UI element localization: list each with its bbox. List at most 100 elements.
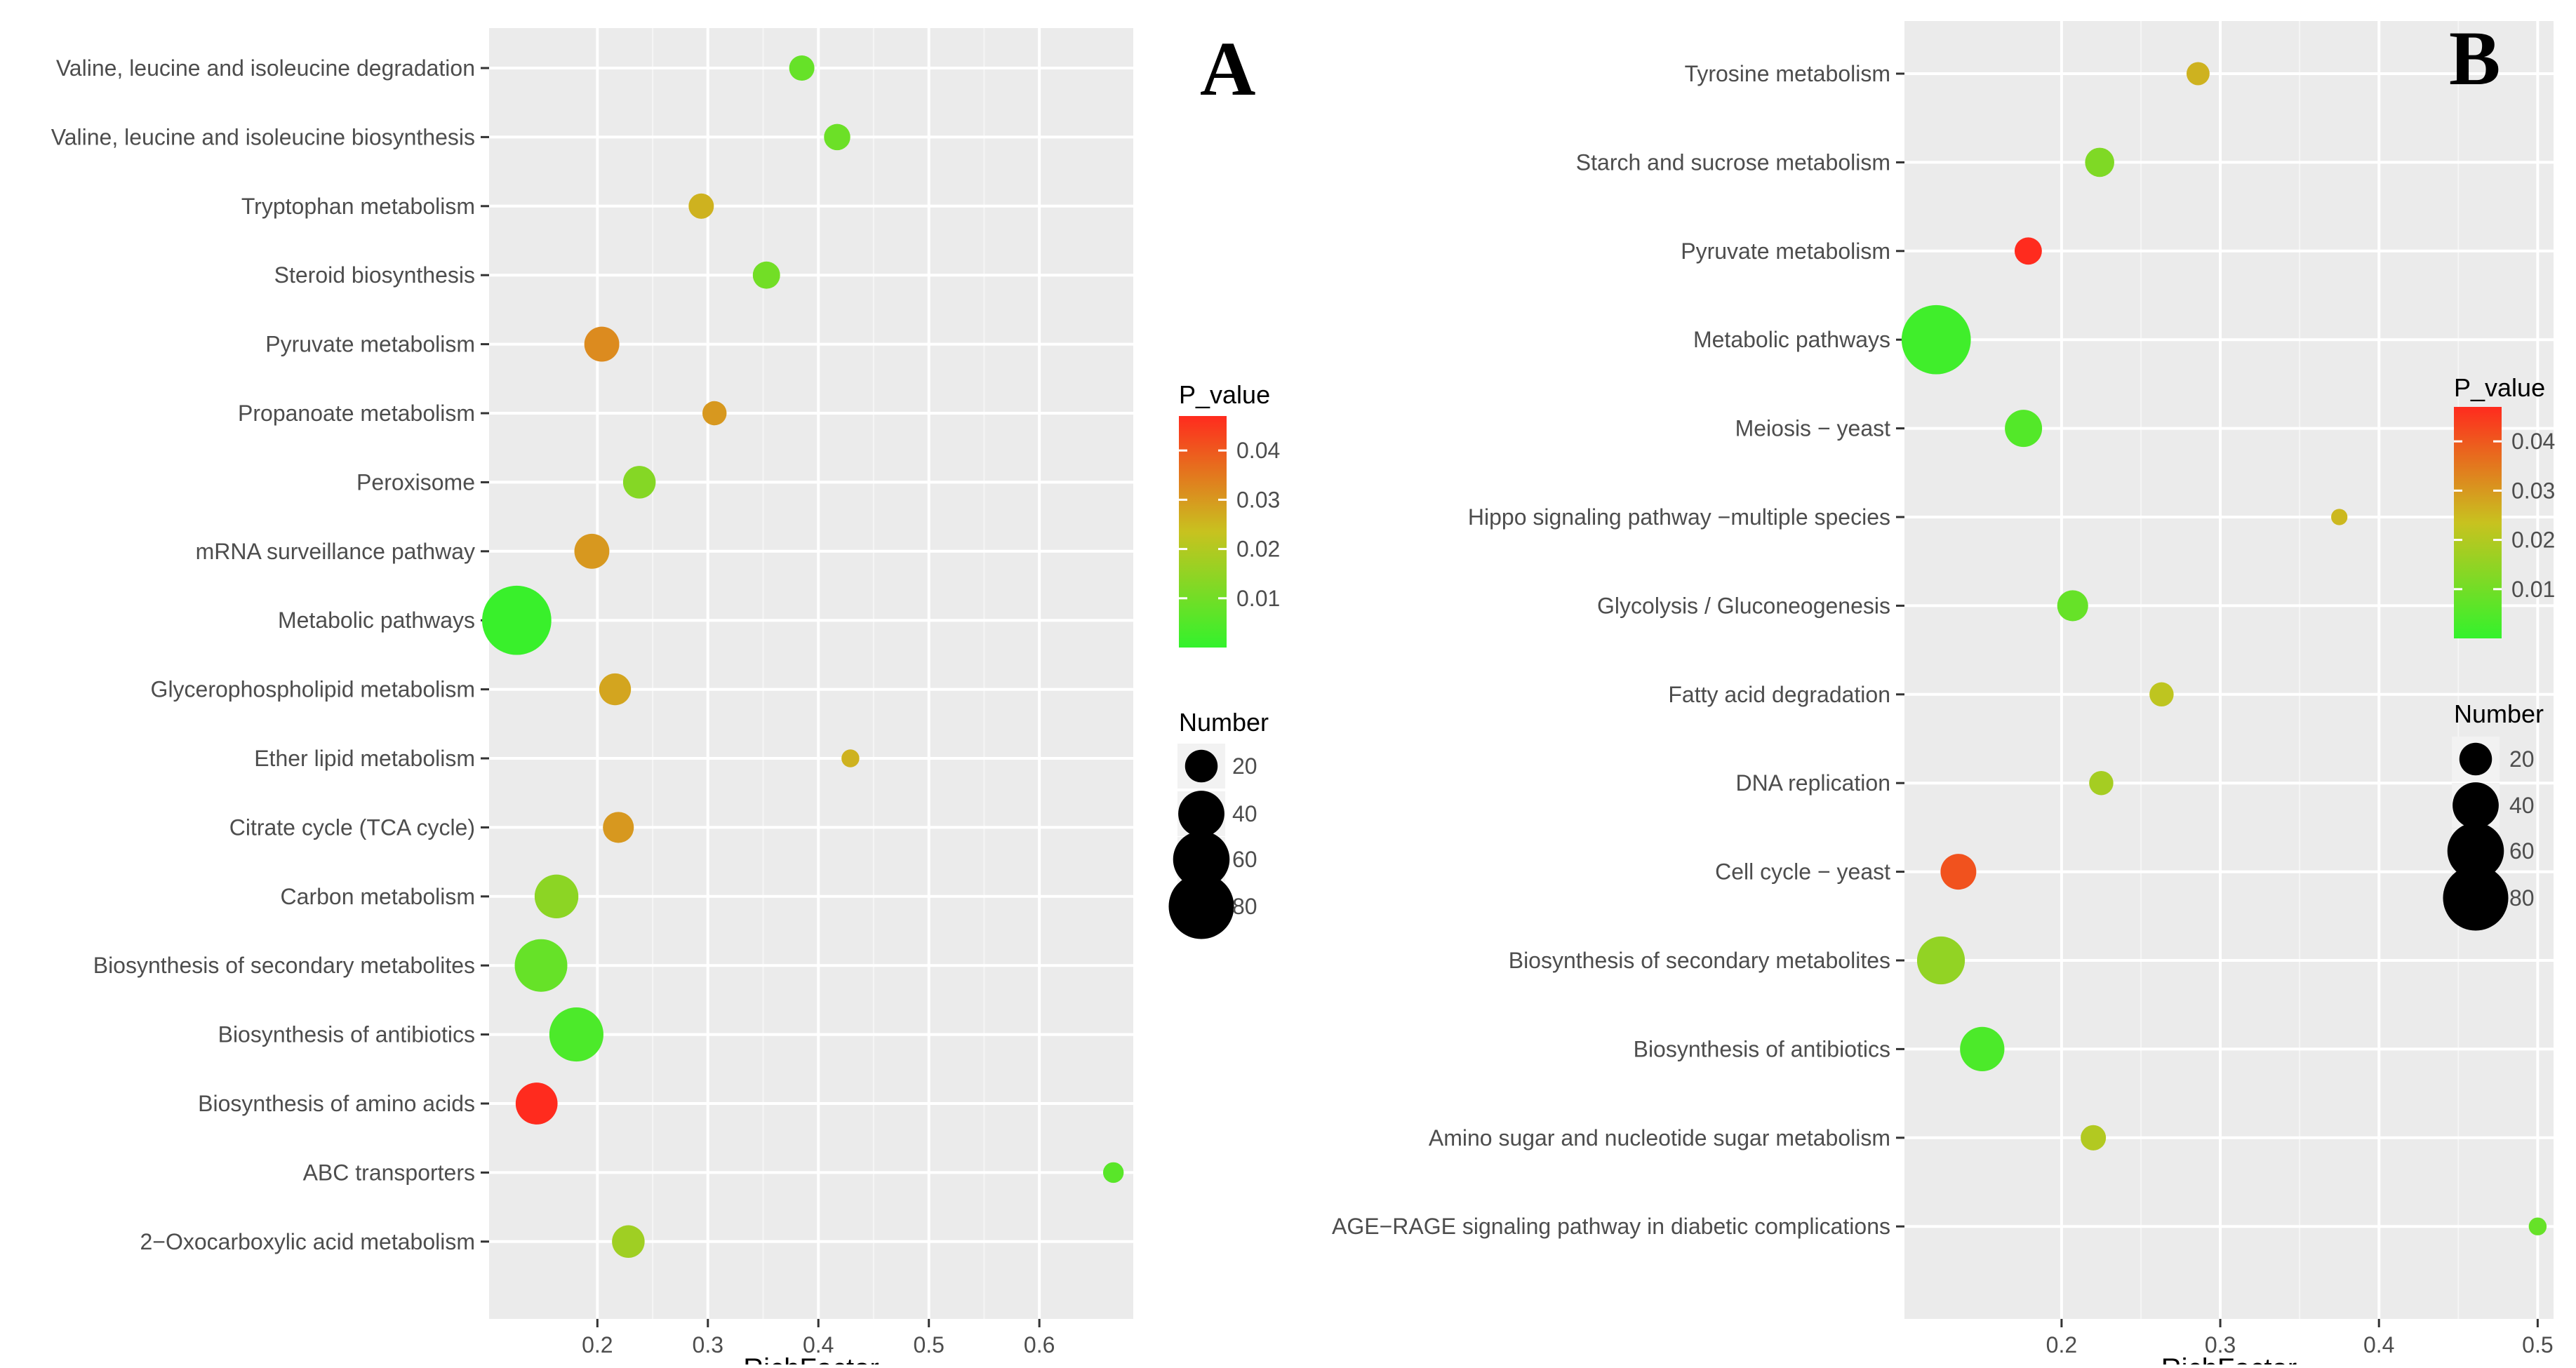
data-point (1901, 304, 1971, 375)
y-tick-label: Biosynthesis of antibiotics (1634, 1036, 1890, 1061)
data-point (752, 261, 780, 289)
y-tick-label: ABC transporters (303, 1160, 475, 1185)
size-legend-title: Number (1179, 708, 1269, 737)
y-tick-label: Valine, leucine and isoleucine degradati… (56, 55, 475, 81)
data-point (515, 1082, 558, 1125)
y-tick-label: Biosynthesis of secondary metabolites (93, 953, 475, 978)
size-legend-label: 40 (2509, 793, 2535, 818)
x-axis-title: RichFactor (2161, 1353, 2297, 1364)
data-point (2081, 1125, 2107, 1151)
data-point (1940, 854, 1977, 890)
data-point (612, 1225, 645, 1259)
data-point (2149, 682, 2174, 707)
color-legend-label: 0.03 (1236, 487, 1280, 512)
y-tick-label: Valine, leucine and isoleucine biosynthe… (51, 124, 475, 149)
y-tick-label: Tryptophan metabolism (241, 194, 475, 219)
color-legend-label: 0.01 (1236, 586, 1280, 611)
size-legend-label: 80 (2509, 885, 2535, 911)
x-tick-label: 0.2 (2046, 1332, 2077, 1357)
data-point (2014, 237, 2042, 265)
data-point (2057, 590, 2088, 622)
y-tick-label: Metabolic pathways (278, 608, 475, 633)
panel-label: A (1200, 26, 1255, 112)
data-point (1960, 1026, 2005, 1072)
y-tick-label: Glycolysis / Gluconeogenesis (1597, 593, 1890, 618)
data-point (534, 874, 579, 919)
x-tick-label: 0.3 (2205, 1332, 2236, 1357)
y-tick-label: Steroid biosynthesis (274, 262, 475, 288)
data-point (841, 749, 860, 767)
color-legend-label: 0.01 (2511, 577, 2555, 602)
y-tick-label: Propanoate metabolism (238, 401, 475, 426)
data-point (688, 193, 714, 219)
color-legend-title: P_value (1179, 380, 1270, 409)
size-legend-label: 60 (2509, 838, 2535, 864)
panel-a: Valine, leucine and isoleucine degradati… (51, 26, 1281, 1368)
size-legend-dot (2443, 865, 2509, 931)
x-axis-title: RichFactor (743, 1353, 879, 1364)
data-point (2005, 410, 2043, 448)
plot-background (489, 28, 1133, 1319)
data-point (2085, 147, 2114, 177)
y-tick-label: Fatty acid degradation (1668, 682, 1890, 707)
x-tick-label: 0.6 (1024, 1332, 1055, 1357)
plot-background (1904, 21, 2554, 1319)
y-tick-label: Starch and sucrose metabolism (1576, 149, 1890, 175)
size-legend-title: Number (2454, 699, 2544, 728)
y-tick-label: Biosynthesis of amino acids (198, 1091, 475, 1116)
y-tick-label: Pyruvate metabolism (265, 332, 475, 357)
y-tick-label: Peroxisome (356, 469, 475, 495)
size-legend-label: 40 (1232, 801, 1257, 826)
y-tick-label: Meiosis − yeast (1735, 416, 1891, 441)
y-tick-label: Ether lipid metabolism (254, 746, 475, 771)
size-legend-dot (1168, 873, 1234, 939)
size-legend-label: 80 (1232, 894, 1257, 919)
data-point (702, 401, 727, 426)
color-legend-label: 0.02 (2511, 528, 2555, 553)
x-tick-label: 0.2 (582, 1332, 613, 1357)
size-legend-label: 60 (1232, 847, 1257, 872)
data-point (824, 123, 850, 151)
data-point (584, 326, 620, 362)
size-legend-label: 20 (2509, 746, 2535, 772)
data-point (622, 466, 656, 499)
data-point (2331, 509, 2348, 525)
x-tick-label: 0.4 (803, 1332, 834, 1357)
y-tick-label: Cell cycle − yeast (1715, 859, 1890, 885)
y-tick-label: Tyrosine metabolism (1685, 61, 1890, 86)
color-legend-label: 0.04 (2511, 429, 2555, 454)
y-tick-label: Biosynthesis of antibiotics (218, 1022, 475, 1047)
data-point (482, 585, 552, 655)
data-point (574, 533, 610, 569)
size-legend-dot (1184, 749, 1218, 783)
color-legend-bar (1179, 416, 1227, 648)
data-point (2089, 770, 2114, 796)
y-tick-label: 2−Oxocarboxylic acid metabolism (140, 1229, 475, 1254)
size-legend-dot (1178, 791, 1224, 837)
data-point (599, 673, 632, 706)
y-tick-label: Carbon metabolism (281, 884, 475, 909)
panel-label: B (2449, 15, 2500, 101)
y-tick-label: Amino sugar and nucleotide sugar metabol… (1429, 1125, 1890, 1151)
y-tick-label: AGE−RAGE signaling pathway in diabetic c… (1332, 1214, 1890, 1239)
color-legend-label: 0.04 (1236, 438, 1280, 463)
size-legend-dot (1173, 831, 1230, 888)
y-tick-label: Metabolic pathways (1693, 327, 1890, 352)
x-tick-label: 0.4 (2363, 1332, 2394, 1357)
color-legend-label: 0.02 (1236, 537, 1280, 562)
size-legend-label: 20 (1232, 753, 1257, 779)
y-tick-label: Biosynthesis of secondary metabolites (1509, 948, 1890, 973)
color-legend-title: P_value (2454, 373, 2545, 402)
data-point (514, 939, 568, 992)
y-tick-label: Citrate cycle (TCA cycle) (229, 814, 475, 840)
x-tick-label: 0.5 (2522, 1332, 2553, 1357)
y-tick-label: mRNA surveillance pathway (196, 539, 475, 564)
data-point (2528, 1217, 2547, 1235)
y-tick-label: Hippo signaling pathway −multiple specie… (1468, 504, 1890, 530)
x-tick-label: 0.5 (913, 1332, 944, 1357)
data-point (2186, 62, 2210, 86)
data-point (1102, 1162, 1124, 1183)
data-point (549, 1007, 603, 1062)
